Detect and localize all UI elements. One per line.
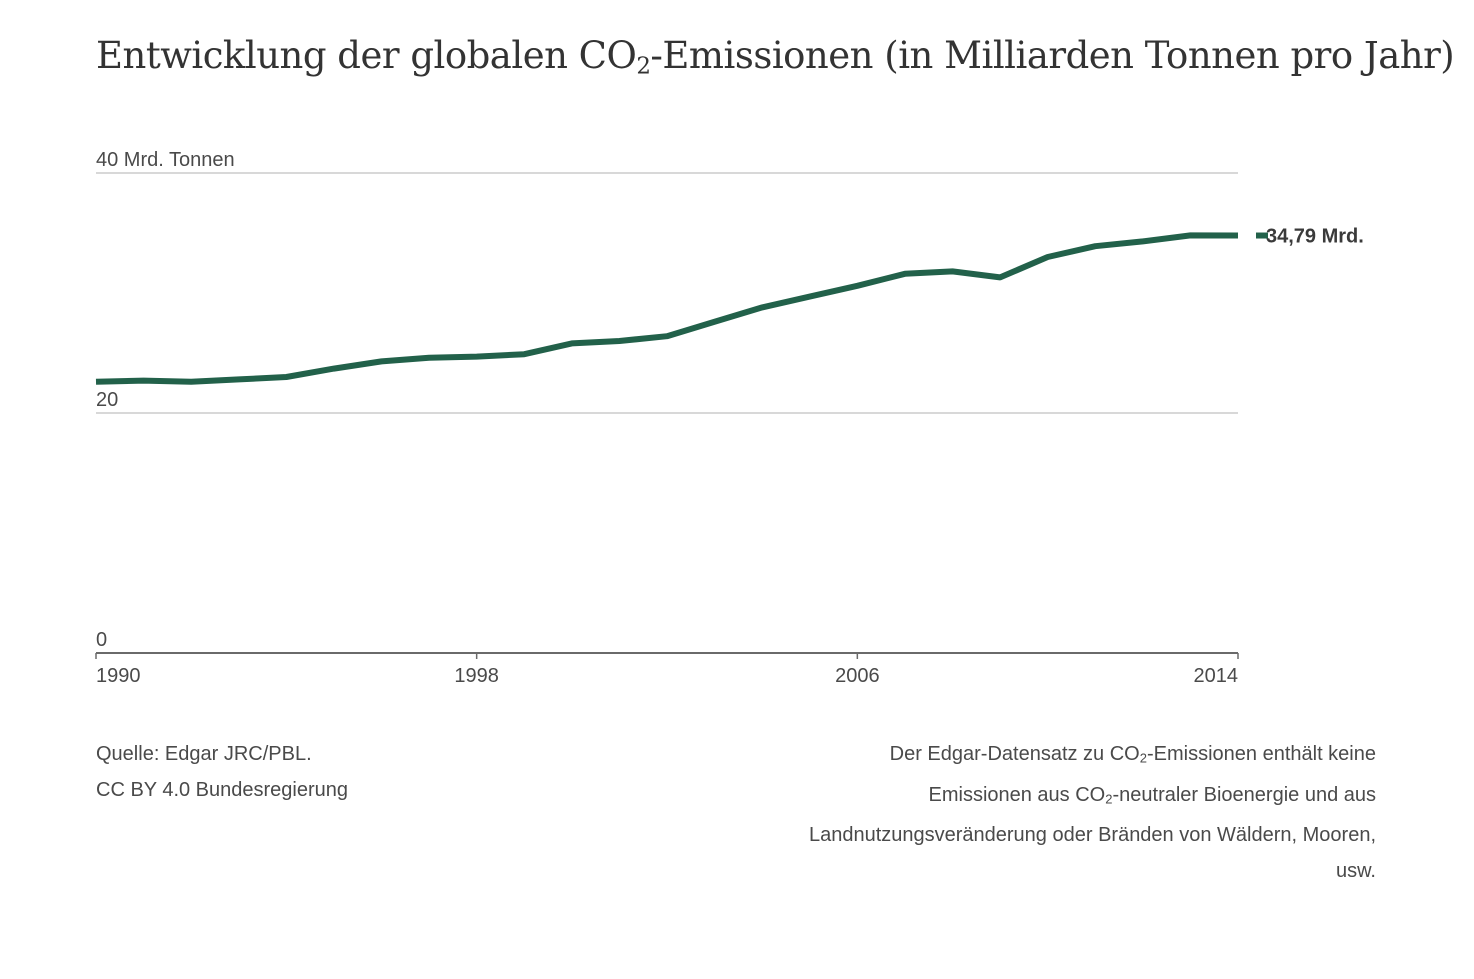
footnote-line-1: Der Edgar-Datensatz zu CO2-Emissionen en… [736, 736, 1376, 777]
title-subscript: 2 [636, 53, 651, 80]
end-value-label: 34,79 Mrd. [1266, 226, 1364, 248]
x-tick-label: 2014 [1194, 665, 1239, 687]
end-value-layer: 34,79 Mrd. [1256, 226, 1364, 248]
y-tick-label: 20 [96, 389, 118, 411]
footnote-line-3: Landnutzungsveränderung oder Bränden von… [808, 824, 1376, 847]
series-line [95, 232, 1239, 385]
x-tick-label: 2006 [835, 665, 880, 687]
footnote-text: Emissionen aus CO [928, 783, 1106, 806]
source-block: Quelle: Edgar JRC/PBL. CC BY 4.0 Bundesr… [96, 736, 348, 808]
x-tick-label: 1990 [96, 665, 141, 687]
footnote-line-2: Emissionen aus CO2-neutraler Bioenergie … [736, 777, 1377, 818]
series-layer [95, 232, 1239, 385]
gridlines [96, 172, 1238, 414]
y-axis-labels: 0 20 40 Mrd. Tonnen [96, 149, 235, 651]
y-tick-label: 40 Mrd. Tonnen [96, 149, 235, 171]
footnote-line-4: usw. [1335, 860, 1376, 883]
title-text-pre: Entwicklung der globalen CO [96, 34, 637, 77]
footnote: Der Edgar-Datensatz zu CO2-Emissionen en… [736, 736, 1376, 889]
title-text-post: -Emissionen (in Milliarden Tonnen pro Ja… [650, 34, 1455, 77]
footnote-subscript: 2 [1139, 750, 1147, 766]
y-tick-label: 0 [96, 629, 107, 651]
footnote-text: -Emissionen enthält keine [1146, 743, 1376, 765]
license-line: CC BY 4.0 Bundesregierung [96, 779, 349, 801]
footnote-subscript: 2 [1105, 791, 1113, 807]
source-line: Quelle: Edgar JRC/PBL. [96, 743, 312, 765]
x-tick-label: 1998 [454, 665, 499, 687]
footnote-text: Der Edgar-Datensatz zu CO [889, 743, 1140, 765]
chart-title: Entwicklung der globalen CO2-Emissionen … [96, 34, 1455, 80]
footnote-text: -neutraler Bioenergie und aus [1112, 783, 1376, 806]
x-axis: 1990 1998 2006 2014 [95, 652, 1239, 687]
line-chart: 0 20 40 Mrd. Tonnen 1990 1998 2006 2014 34,79… [95, 149, 1364, 687]
